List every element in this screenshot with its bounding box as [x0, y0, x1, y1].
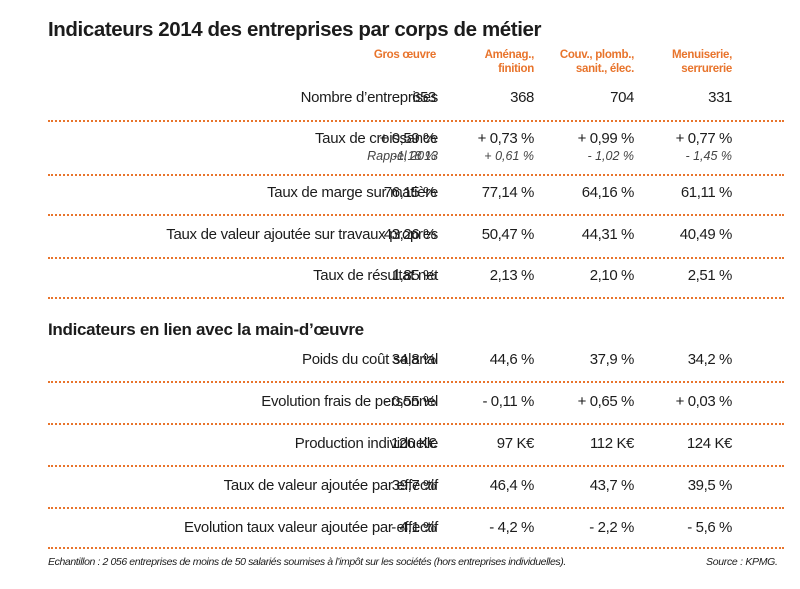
- row-label: Poids du coût salarial: [302, 351, 438, 368]
- row-divider: [48, 174, 784, 176]
- cell-sub-value: -1,18 %: [392, 149, 436, 163]
- row-divider: [48, 547, 784, 549]
- cell-value: - 4,1 %: [391, 519, 436, 536]
- cell-value: 39,5 %: [687, 477, 733, 494]
- row-sub-label: Rappel 2013: [367, 149, 438, 163]
- cell-value: 37,9 %: [589, 351, 635, 368]
- cell-value: 2,10 %: [589, 267, 635, 284]
- cell-value: 126 K€: [390, 435, 437, 452]
- cell-sub-value: + 0,61 %: [484, 149, 534, 163]
- cell-value: 40,49 %: [679, 226, 733, 243]
- cell-value: + 0,59 %: [379, 130, 437, 147]
- cell-value: + 0,99 %: [577, 130, 635, 147]
- cell-value: + 0,03 %: [675, 393, 733, 410]
- cell-value: - 5,6 %: [687, 519, 732, 536]
- cell-value: 39,7 %: [391, 477, 437, 494]
- row-divider: [48, 423, 784, 425]
- cell-value: 1,85 %: [391, 267, 437, 284]
- row-label: Production individuelle: [294, 435, 439, 452]
- page-title: Indicateurs 2014 des entreprises par cor…: [48, 18, 542, 41]
- row-divider: [48, 257, 784, 259]
- cell-value: + 0,77 %: [675, 130, 733, 147]
- column-header-amenagement: Aménag., finition: [438, 48, 535, 76]
- row-label: Taux de marge sur matière: [267, 184, 438, 201]
- cell-sub-value: - 1,45 %: [685, 149, 732, 163]
- row-label: Taux de valeur ajoutée par effectif: [223, 477, 439, 494]
- column-header-line: Couv., plomb.,: [559, 49, 634, 61]
- cell-value: 77,14 %: [481, 184, 535, 201]
- column-header-line: Gros œuvre: [373, 49, 436, 61]
- row-label: Taux de résultat net: [313, 267, 438, 284]
- row-divider: [48, 507, 784, 509]
- cell-value: 653: [412, 89, 436, 106]
- row-label: Taux de valeur ajoutée sur travaux propr…: [166, 226, 438, 243]
- row-label: Nombre d’entreprises: [300, 89, 439, 106]
- cell-sub-value: - 1,02 %: [587, 149, 634, 163]
- row-divider: [48, 214, 784, 216]
- cell-value: 2,13 %: [489, 267, 535, 284]
- cell-value: 44,6 %: [489, 351, 535, 368]
- cell-value: 704: [610, 89, 634, 106]
- cell-value: 44,31 %: [581, 226, 635, 243]
- column-header-gros-oeuvre: Gros œuvre: [340, 48, 436, 62]
- cell-value: 61,11 %: [680, 184, 733, 201]
- row-divider: [48, 120, 784, 122]
- column-header-line: serrurerie: [681, 63, 732, 75]
- cell-value: - 0,55 %: [383, 393, 436, 410]
- cell-value: 64,16 %: [581, 184, 635, 201]
- cell-value: 50,47 %: [481, 226, 535, 243]
- cell-value: - 0,11 %: [482, 393, 534, 410]
- row-divider: [48, 297, 784, 299]
- row-label: Evolution frais de personnel: [261, 393, 438, 410]
- column-header-line: finition: [498, 63, 534, 75]
- column-header-couverture: Couv., plomb., sanit., élec.: [538, 48, 634, 76]
- cell-value: 34,8 %: [391, 351, 437, 368]
- column-header-line: Menuiserie,: [672, 49, 732, 61]
- cell-value: 76,15 %: [383, 184, 437, 201]
- cell-value: - 4,2 %: [489, 519, 534, 536]
- cell-value: 368: [510, 89, 534, 106]
- cell-value: 43,26 %: [383, 226, 437, 243]
- column-header-line: Aménag.,: [484, 49, 535, 61]
- cell-value: 2,51 %: [687, 267, 733, 284]
- cell-value: 97 K€: [496, 435, 535, 452]
- cell-value: + 0,65 %: [577, 393, 635, 410]
- column-header-menuiserie: Menuiserie, serrurerie: [636, 48, 732, 76]
- cell-value: 112 K€: [589, 435, 634, 452]
- cell-value: 46,4 %: [489, 477, 535, 494]
- cell-value: - 2,2 %: [589, 519, 634, 536]
- cell-value: + 0,73 %: [477, 130, 535, 147]
- cell-value: 124 K€: [686, 435, 733, 452]
- row-divider: [48, 465, 784, 467]
- cell-value: 34,2 %: [687, 351, 733, 368]
- row-label: Taux de croissance: [314, 130, 438, 147]
- cell-value: 331: [708, 89, 732, 106]
- row-label: Evolution taux valeur ajoutée par effect…: [184, 519, 438, 536]
- section-title: Indicateurs en lien avec la main-d’œuvre: [48, 320, 364, 339]
- row-divider: [48, 381, 784, 383]
- cell-value: 43,7 %: [589, 477, 635, 494]
- column-header-line: sanit., élec.: [575, 63, 634, 75]
- sample-note: Echantillon : 2 056 entreprises de moins…: [48, 556, 566, 568]
- source-note: Source : KPMG.: [706, 556, 778, 568]
